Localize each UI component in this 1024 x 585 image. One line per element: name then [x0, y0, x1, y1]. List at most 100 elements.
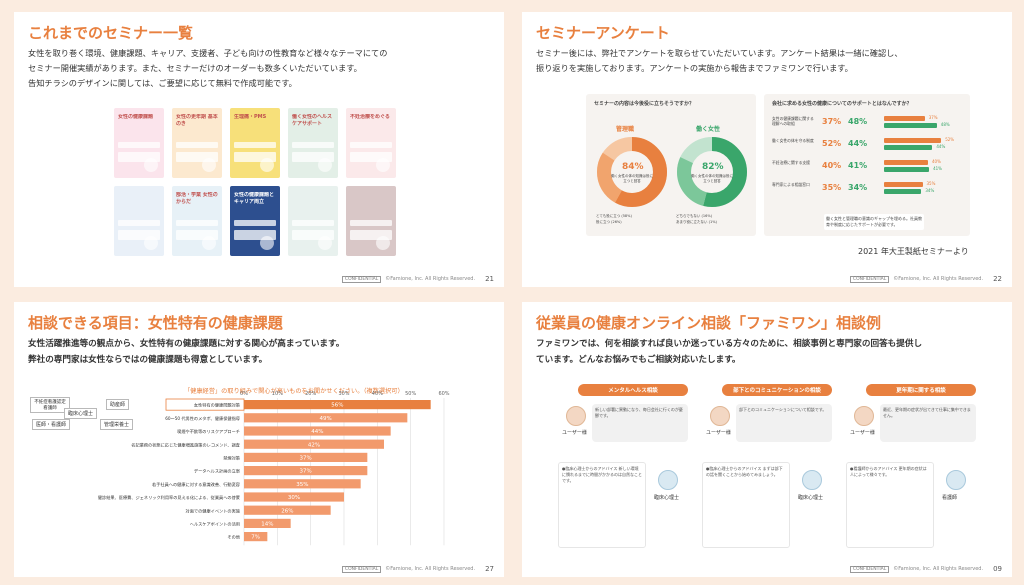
slide-seminar-list: これまでのセミナー一覧 女性を取り巻く環境、健康課題、キャリア、支援者、子ども向… — [14, 12, 504, 287]
category-label: 健診結果、医療費、ジェネリック利用率の見える化による、従業員への啓蒙 — [98, 494, 240, 501]
legend-item: あまり役に立たない (1%) — [676, 220, 717, 224]
copyright: ©Famione, Inc. All Rights Reserved. — [385, 566, 476, 572]
page-number: 27 — [485, 565, 494, 573]
slide-body: セミナー後には、弊社でアンケートを取らせていただいています。アンケート結果は一緒… — [536, 46, 903, 76]
donut-chart-women — [677, 137, 747, 207]
flyer-illustration — [202, 158, 216, 172]
flyer-text-block — [118, 220, 160, 226]
body-line: 女性を取り巻く環境、健康課題、キャリア、支援者、子ども向けの性教育など様々なテー… — [28, 48, 388, 58]
survey-row-label: 不妊治療に関する支援 — [772, 160, 810, 165]
expert-tag: 管理栄養士 — [100, 419, 134, 430]
survey-value-women: 44% — [848, 139, 868, 148]
survey-note: 働く女性と管理職の意識のギャップを埋める。社員教育や制度に応じたサポートが必要で… — [824, 214, 924, 230]
expert-avatar-icon — [658, 470, 678, 490]
seminar-flyer: 部活・学業 女性のからだ — [172, 186, 222, 256]
survey-value-women: 48% — [848, 117, 868, 126]
flyer-text-block — [176, 230, 218, 240]
copyright: ©Famione, Inc. All Rights Reserved. — [385, 276, 476, 282]
donut-label-women: 働く女性 — [696, 126, 721, 133]
flyer-illustration — [260, 236, 274, 250]
x-tick-label: 40% — [372, 391, 383, 397]
donut-label-manager: 管理職 — [616, 126, 635, 133]
legend-item: とても役に立つ (58%) — [596, 214, 632, 218]
survey-bar-women — [884, 123, 937, 128]
survey-row-label: 働く女性の体を守る制度 — [772, 138, 814, 143]
x-tick-label: 10% — [272, 391, 283, 397]
bar — [244, 426, 391, 436]
bar-value-label: 37% — [300, 456, 312, 462]
flyer-text-block — [350, 152, 392, 162]
x-tick-label: 50% — [405, 391, 416, 397]
flyer-illustration — [144, 158, 158, 172]
x-tick-label: 20% — [305, 391, 316, 397]
survey-value-women: 34% — [848, 183, 868, 192]
user-role-label: ユーザー様 — [850, 430, 875, 436]
flyer-illustration — [144, 236, 158, 250]
answer-card: ●臨床心理士からのアドバイス 新しい環境に慣れるまでに時間がかかるのは自然なこと… — [558, 462, 646, 548]
confidential-badge: CONFIDENTIAL — [849, 275, 890, 283]
flyer-illustration — [260, 158, 274, 172]
survey-right-panel: 会社に求める女性の健康についてのサポートとはなんですか？ 女性の健康課題に関する… — [764, 94, 970, 236]
chart-caption: 「健康経営」の取り組みで関心が高いものをお聞かせください。（複数選択可） — [184, 388, 404, 395]
bar-value-label: 49% — [320, 416, 332, 422]
seminar-flyer: 女性の健康課題とキャリア両立 — [230, 186, 280, 256]
slide-footer: CONFIDENTIAL ©Famione, Inc. All Rights R… — [849, 565, 1002, 573]
slide-footer: CONFIDENTIAL ©Famione, Inc. All Rights R… — [849, 275, 1002, 283]
body-line: セミナー開催実績があります。また、セミナーだけのオーダーも数多くいただいています… — [28, 63, 362, 73]
bar-value-label: 35% — [296, 482, 308, 488]
bar — [244, 532, 268, 542]
flyer-text-block — [292, 142, 334, 148]
flyer-illustration — [318, 236, 332, 250]
bar-value-label: 7% — [251, 535, 260, 541]
expert-role-label: 看護師 — [942, 495, 958, 501]
bar — [244, 479, 361, 489]
answer-card: ●臨床心理士からのアドバイス まずは部下の話を聞くことから始めてみましょう。 — [702, 462, 790, 548]
category-label: 名記業務の状態に応じた健康増進施策のレコメンド、調査 — [131, 441, 241, 448]
category-label: 喫煙や不飲等のリスクアプローチ — [177, 428, 240, 435]
flyer-title: 生理痛・PMS — [234, 114, 267, 120]
slide-footer: CONFIDENTIAL ©Famione, Inc. All Rights R… — [341, 565, 494, 573]
category-label: 女性特有の健康問題対策 — [194, 402, 241, 409]
bar — [244, 452, 368, 462]
survey-bar-label: 34% — [925, 188, 935, 193]
bar — [244, 492, 344, 502]
survey-source: 2021 年大王製紙セミナーより — [858, 247, 969, 256]
flyer-text-block — [292, 220, 334, 226]
flyer-text-block — [118, 230, 160, 240]
expert-avatar-icon — [802, 470, 822, 490]
page-number: 22 — [993, 275, 1002, 283]
category-label: その他 — [227, 534, 240, 541]
legend-item: どちらでもない (16%) — [676, 214, 713, 218]
body-line: 振り返りを実施しております。アンケートの実施から報告までファミワンで行います。 — [536, 63, 853, 73]
highlight-box — [165, 398, 245, 411]
survey-bar-label: 48% — [940, 122, 950, 127]
flyer-text-block — [292, 230, 334, 240]
donut-sub-manager: 働く女性の体の知識は役に立つと回答 — [611, 174, 653, 183]
body-line: 告知チラシのデザインに関しては、ご要望に応じて無料で作成可能です。 — [28, 78, 297, 88]
slide-title: 相談できる項目：女性特有の健康課題 — [28, 314, 283, 332]
seminar-flyer — [114, 186, 164, 256]
slide-health-topics: 相談できる項目：女性特有の健康課題 女性活躍推進等の観点から、女性特有の健康課題… — [14, 302, 504, 577]
slide-title: これまでのセミナー一覧 — [28, 24, 194, 42]
question-bubble: 最近、更年期の症状が出てきて仕事に集中できません。 — [880, 404, 976, 442]
survey-bar-manager — [884, 160, 928, 165]
bar-value-label: 56% — [331, 403, 343, 409]
slide-body: 女性活躍推進等の観点から、女性特有の健康課題に対する関心が高まっています。 弊社… — [28, 336, 344, 368]
x-tick-label: 30% — [338, 391, 349, 397]
body-line: 女性活躍推進等の観点から、女性特有の健康課題に対する関心が高まっています。 — [28, 339, 345, 349]
flyer-title: 女性の更年期 基本のき — [176, 114, 218, 127]
question-bubble: 部下とのコミュニケーションについて相談です。 — [736, 404, 832, 442]
survey-bar-label: 40% — [932, 159, 941, 164]
bar — [244, 400, 431, 410]
category-pill: メンタルヘルス相談 — [578, 384, 688, 396]
slide-body: 女性を取り巻く環境、健康課題、キャリア、支援者、子ども向けの性教育など様々なテー… — [28, 46, 387, 91]
survey-bar-label: 52% — [945, 137, 955, 142]
flyer-text-block — [118, 152, 160, 162]
survey-value-manager: 52% — [822, 139, 842, 148]
user-role-label: ユーザー様 — [562, 430, 587, 436]
bar-value-label: 14% — [261, 522, 273, 528]
flyer-text-block — [350, 142, 392, 148]
survey-bar-women — [884, 189, 922, 194]
donut-sub-women: 働く女性の体の知識は役に立つと回答 — [691, 174, 733, 183]
user-avatar-icon — [854, 406, 874, 426]
